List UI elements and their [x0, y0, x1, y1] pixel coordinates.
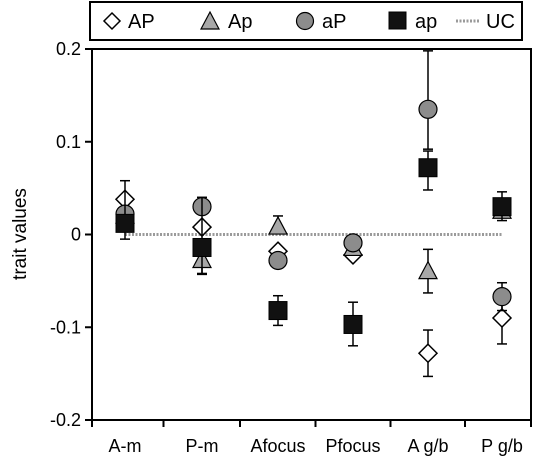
point-aP — [343, 233, 363, 253]
point-ap — [343, 314, 363, 334]
point-ap — [418, 158, 438, 178]
x-tick-label: P-m — [186, 436, 219, 456]
data-points — [114, 50, 513, 378]
x-tick-label: P g/b — [481, 436, 523, 456]
legend-label-Ap: Ap — [228, 11, 252, 33]
legend-marker-aP — [295, 11, 315, 31]
point-AP — [491, 307, 513, 329]
x-tick-label: Afocus — [250, 436, 305, 456]
y-tick-label: -0.2 — [50, 410, 81, 430]
point-Ap — [268, 215, 288, 235]
point-aP — [492, 287, 512, 307]
point-AP — [417, 343, 439, 364]
point-ap — [115, 213, 135, 233]
x-tick-label: Pfocus — [325, 436, 380, 456]
y-tick-label: -0.1 — [50, 317, 81, 337]
legend-marker-AP — [102, 11, 122, 31]
y-axis-title: trait values — [10, 188, 31, 280]
legend-label-ap: ap — [415, 11, 437, 33]
point-ap — [492, 197, 512, 217]
legend-label-aP: aP — [322, 11, 346, 33]
y-tick-label: 0 — [71, 225, 81, 245]
point-Ap — [418, 260, 438, 280]
legend-label-AP: AP — [128, 11, 155, 33]
x-tick-label: A-m — [109, 436, 142, 456]
y-tick-label: 0.2 — [56, 39, 81, 59]
point-aP — [268, 250, 288, 271]
x-tick-label: A g/b — [407, 436, 448, 456]
y-axis: 0.2 0.1 0 -0.1 -0.2 — [50, 39, 92, 430]
x-axis: A-m P-m Afocus Pfocus A g/b P g/b — [91, 420, 532, 456]
legend-label-UC: UC — [486, 11, 515, 33]
point-aP — [418, 99, 438, 119]
legend-marker-Ap — [200, 10, 220, 30]
legend-marker-ap — [388, 11, 407, 30]
point-ap — [192, 237, 212, 257]
y-tick-label: 0.1 — [56, 132, 81, 152]
legend: AP Ap aP ap UC — [89, 1, 523, 41]
point-ap — [268, 301, 288, 321]
